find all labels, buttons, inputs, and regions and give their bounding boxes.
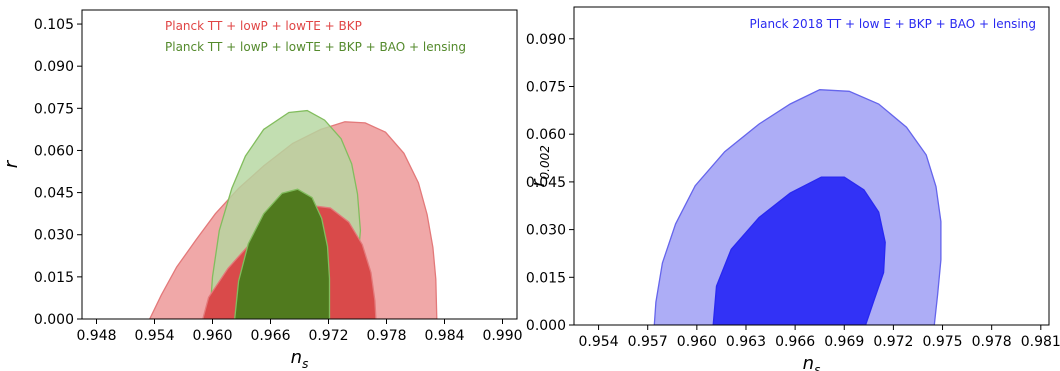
x-tick-label: 0.972: [308, 328, 348, 344]
y-axis-label: r: [1, 159, 22, 168]
plot-area: [653, 89, 942, 325]
y-tick-label: 0.060: [526, 127, 566, 143]
x-tick-label: 0.960: [192, 328, 232, 344]
legend-entry: Planck TT + lowP + lowTE + BKP: [165, 19, 362, 33]
x-tick-label: 0.972: [873, 334, 913, 350]
x-axis-label: ns: [291, 347, 309, 371]
y-tick-label: 0.000: [34, 312, 74, 328]
legend-entry: Planck TT + lowP + lowTE + BKP + BAO + l…: [165, 40, 466, 54]
contour-68-series-0: [712, 176, 886, 325]
y-tick-label: 0.105: [34, 17, 74, 33]
contour-68-series-1: [234, 188, 331, 319]
x-tick-label: 0.960: [677, 334, 717, 350]
x-tick-label: 0.981: [1021, 334, 1060, 350]
axes-frame: [573, 6, 1050, 326]
y-axis-label: r0.002: [528, 145, 552, 187]
x-tick-label: 0.984: [424, 328, 464, 344]
axes-frame: [81, 9, 518, 320]
x-tick-label: 0.963: [726, 334, 766, 350]
y-tick-label: 0.000: [526, 318, 566, 334]
x-tick-label: 0.978: [972, 334, 1012, 350]
x-tick-label: 0.954: [134, 328, 174, 344]
y-tick-label: 0.060: [34, 143, 74, 159]
x-tick-label: 0.978: [366, 328, 406, 344]
y-tick-label: 0.090: [34, 59, 74, 75]
y-tick-label: 0.030: [526, 223, 566, 239]
plot-area: [148, 109, 438, 319]
y-tick-label: 0.045: [34, 186, 74, 202]
x-tick-label: 0.954: [579, 334, 619, 350]
y-tick-label: 0.075: [526, 80, 566, 96]
left-panel: 0.948 0.954 0.960 0.966 0.972 0.978 0.984 0.990…: [1, 9, 523, 371]
y-tick-label: 0.015: [34, 270, 74, 286]
x-axis-label: ns: [803, 353, 821, 371]
x-tick-label: 0.990: [482, 328, 522, 344]
y-tick-label: 0.090: [526, 32, 566, 48]
x-tick-label: 0.975: [922, 334, 962, 350]
y-tick-label: 0.030: [34, 228, 74, 244]
x-tick-label: 0.966: [775, 334, 815, 350]
y-tick-label: 0.075: [34, 101, 74, 117]
y-tick-label: 0.015: [526, 270, 566, 286]
x-tick-label: 0.948: [76, 328, 116, 344]
x-tick-label: 0.966: [250, 328, 290, 344]
x-tick-label: 0.969: [824, 334, 864, 350]
y-tick-label: 0.045: [526, 175, 566, 191]
right-panel: 0.954 0.957 0.960 0.963 0.966 0.969 0.972 0.975…: [526, 6, 1060, 371]
x-tick-label: 0.957: [628, 334, 668, 350]
legend-entry: Planck 2018 TT + low E + BKP + BAO + len…: [750, 17, 1036, 31]
